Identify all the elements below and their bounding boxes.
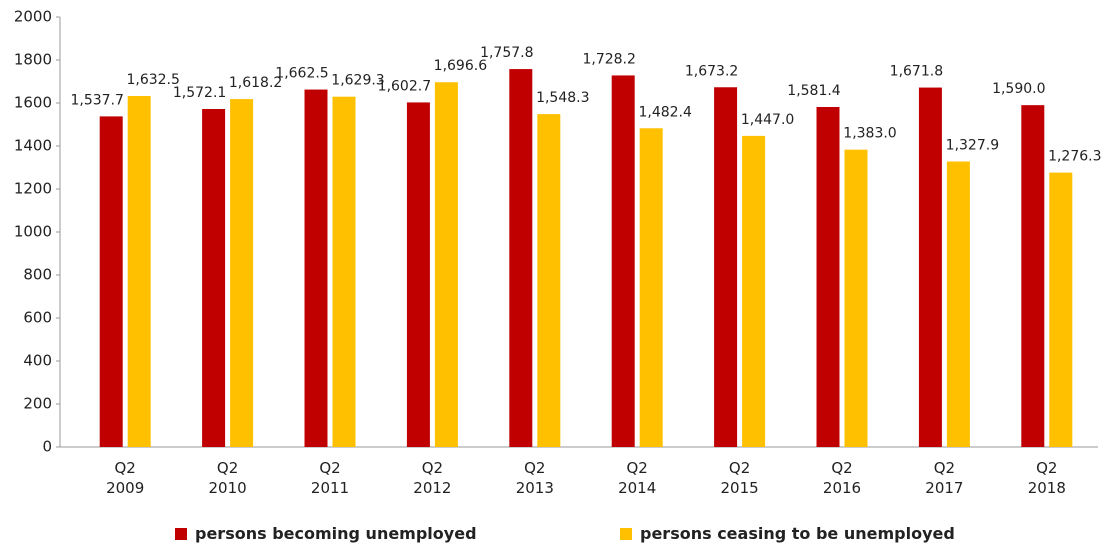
- bar: [406, 102, 430, 448]
- bar: [99, 116, 123, 447]
- x-tick-label: Q2 2012: [413, 459, 452, 497]
- bar: [230, 99, 254, 447]
- data-label: 1,696.6: [434, 58, 488, 74]
- y-tick-label: 1600: [14, 94, 52, 112]
- legend-swatch: [620, 528, 632, 540]
- bar: [611, 75, 635, 447]
- data-label: 1,383.0: [843, 126, 896, 142]
- x-tick-label: Q2 2011: [310, 459, 350, 497]
- data-label: 1,572.1: [173, 85, 226, 101]
- y-tick-label: 400: [23, 352, 52, 370]
- y-tick-label: 2000: [14, 8, 52, 26]
- bar: [918, 87, 942, 448]
- legend-item: persons becoming unemployed: [175, 524, 477, 543]
- y-tick-label: 1000: [14, 223, 52, 241]
- bar: [639, 128, 663, 447]
- y-tick-label: 800: [23, 266, 52, 284]
- bar: [332, 96, 356, 447]
- data-label: 1,482.4: [638, 104, 692, 120]
- data-label: 1,629.3: [331, 73, 384, 89]
- data-label: 1,728.2: [582, 51, 635, 67]
- y-tick-label: 600: [23, 309, 52, 327]
- y-tick-label: 0: [42, 438, 52, 456]
- legend-swatch: [175, 528, 187, 540]
- bar: [1021, 105, 1045, 448]
- x-tick-label: Q2 2014: [618, 459, 657, 497]
- bar: [742, 135, 766, 447]
- data-label: 1,602.7: [378, 78, 431, 94]
- bar: [304, 89, 328, 447]
- y-tick-label: 200: [23, 395, 52, 413]
- data-label: 1,276.3: [1048, 149, 1101, 165]
- data-label: 1,662.5: [275, 66, 328, 82]
- x-tick-label: Q2 2013: [515, 459, 554, 497]
- legend-label: persons ceasing to be unemployed: [640, 524, 955, 543]
- legend-label: persons becoming unemployed: [195, 524, 477, 543]
- x-tick-label: Q2 2010: [208, 459, 247, 497]
- data-label: 1,537.7: [70, 92, 123, 108]
- bar: [844, 149, 868, 447]
- bar: [127, 96, 151, 447]
- data-label: 1,590.0: [992, 81, 1045, 97]
- data-label: 1,673.2: [685, 63, 738, 79]
- bar: [537, 114, 561, 447]
- bar: [202, 108, 226, 447]
- data-label: 1,581.4: [787, 83, 841, 99]
- data-label: 1,618.2: [229, 75, 282, 91]
- bar: [946, 161, 970, 447]
- x-tick-label: Q2 2017: [925, 459, 964, 497]
- y-tick-label: 1200: [14, 180, 52, 198]
- bar: [1049, 172, 1073, 447]
- bar: [434, 82, 458, 447]
- x-tick-label: Q2 2018: [1027, 459, 1066, 497]
- data-label: 1,548.3: [536, 90, 589, 106]
- data-label: 1,632.5: [126, 72, 179, 88]
- bar: [509, 69, 533, 447]
- bar: [816, 106, 840, 448]
- y-tick-label: 1800: [14, 51, 52, 69]
- data-label: 1,327.9: [946, 138, 999, 154]
- x-tick-label: Q2 2015: [720, 459, 759, 497]
- y-tick-label: 1400: [14, 137, 52, 155]
- bar: [714, 87, 738, 448]
- data-label: 1,671.8: [890, 64, 943, 80]
- x-tick-label: Q2 2016: [822, 459, 862, 497]
- x-tick-label: Q2 2009: [106, 459, 145, 497]
- data-label: 1,447.0: [741, 112, 794, 128]
- legend-item: persons ceasing to be unemployed: [620, 524, 955, 543]
- data-label: 1,757.8: [480, 45, 533, 61]
